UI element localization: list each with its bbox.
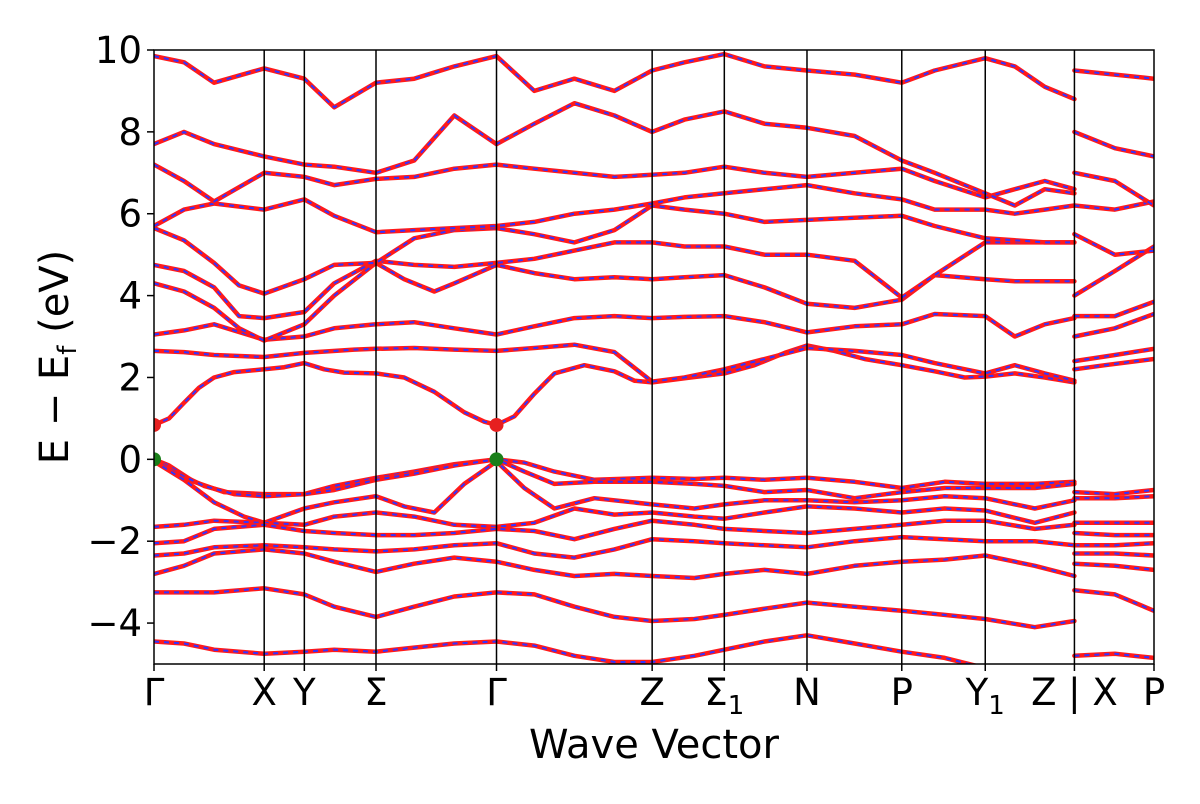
vbm-marker-3 [154, 452, 161, 467]
band-13-segment-1-dashed [154, 460, 1075, 524]
band-18-segment-1-dashed [154, 587, 1075, 629]
y-tick-label-5: 4 [118, 275, 142, 318]
x-axis-label: Wave Vector [529, 722, 780, 768]
x-tick-label-7: Σ1 [704, 671, 744, 721]
band-16-segment-1-dashed [154, 536, 1075, 559]
y-axis-label-subscript: f [53, 345, 83, 355]
band-19-segment-1-dashed [154, 634, 974, 664]
band-18-segment-2-dashed [1074, 589, 1154, 612]
band-7-segment-1-dashed [154, 184, 1075, 234]
band-edge-markers [154, 417, 504, 467]
band-19-segment-1-solid [154, 633, 979, 664]
band-10-segment-1-dashed [154, 53, 1075, 109]
x-tick-label-11: Z | X [1031, 671, 1118, 714]
band-18-segment-1-solid [154, 586, 1077, 630]
band-14-segment-1-solid [154, 504, 1077, 530]
y-axis-label-main: E − E [32, 355, 78, 465]
band-2-segment-2-dashed [1074, 347, 1154, 363]
x-tick-label-1: Γ [144, 671, 165, 714]
band-8-segment-2-solid [1072, 170, 1154, 208]
cbm-marker-2 [489, 417, 504, 432]
band-9-segment-2-solid [1072, 129, 1154, 159]
x-tick-label-12: P [1143, 671, 1165, 714]
band-17-segment-1-solid [154, 547, 1077, 581]
band-5-segment-1-solid [154, 240, 1077, 321]
band-15-segment-2-dashed [1074, 542, 1154, 547]
band-16-segment-2-dashed [1074, 552, 1154, 557]
band-17-segment-2-dashed [1074, 562, 1154, 571]
y-axis-label-unit: (eV) [32, 250, 78, 346]
band-9-segment-2-dashed [1074, 130, 1154, 158]
band-6-segment-2-dashed [1073, 233, 1154, 256]
y-tick-label-7: 8 [118, 111, 142, 154]
y-tick-label-8: 10 [95, 29, 142, 72]
y-tick-label-3: 0 [118, 438, 142, 481]
band-1-segment-1-solid [154, 343, 1077, 428]
y-tick-label-4: 2 [118, 356, 142, 399]
x-tick-label-5: Γ [486, 671, 507, 714]
band-2-segment-1-solid [154, 342, 1077, 384]
x-axis-ticks: Γ X Y Σ Γ Z Σ1 N P Y1 Z | X P [144, 664, 1165, 721]
band-5-segment-2-solid [1072, 299, 1154, 319]
band-5-segment-2-dashed [1074, 300, 1154, 318]
band-9-segment-1-solid [154, 100, 1077, 208]
band-15-segment-1-dashed [154, 519, 1075, 545]
y-tick-label-2: −2 [87, 520, 142, 563]
x-tick-label-3: Y [292, 671, 316, 714]
x-tick-label-6: Z [639, 671, 664, 714]
x-tick-label-4: Σ [364, 671, 387, 714]
band-6-segment-1-solid [154, 203, 1077, 296]
band-14-segment-2-dashed [1074, 532, 1154, 537]
vbm-marker-4 [489, 452, 504, 467]
y-tick-label-1: −4 [87, 602, 142, 645]
y-axis-ticks: −4 −2 0 2 4 6 8 10 [87, 29, 154, 645]
band-4-segment-1-dashed [154, 261, 1075, 342]
band-18-segment-2-solid [1072, 588, 1154, 614]
x-tick-label-2: X [252, 671, 277, 714]
band-4-segment-2-solid [1072, 244, 1154, 298]
x-tick-label-10: Y1 [965, 671, 1005, 721]
cbm-marker-1 [154, 417, 161, 432]
x-tick-label-8: N [793, 671, 821, 714]
band-12-segment-2-dashed [1074, 495, 1154, 500]
x-tick-label-9: P [891, 671, 913, 714]
band-8-segment-1-dashed [154, 163, 1075, 203]
band-8-segment-2-dashed [1074, 171, 1154, 207]
band-8-segment-1-solid [154, 162, 1077, 204]
y-tick-label-6: 6 [118, 193, 142, 236]
band-11-segment-2-dashed [1074, 489, 1154, 496]
band-10-segment-2-dashed [1074, 69, 1154, 80]
band-19-segment-2-dashed [1074, 652, 1154, 659]
band-1-segment-1-dashed [154, 344, 1075, 426]
band-5-segment-1-dashed [154, 241, 1075, 320]
band-1-segment-2-dashed [1074, 358, 1154, 371]
band-16-segment-1-solid [154, 534, 1077, 560]
plot-frame [153, 49, 1155, 665]
high-symmetry-lines [263, 50, 1076, 664]
band-6-segment-1-dashed [154, 204, 1075, 295]
y-axis-label: E − Ef (eV) [32, 250, 83, 465]
band-7-segment-2-dashed [1074, 200, 1154, 211]
band-14-segment-1-dashed [154, 505, 1075, 528]
bands-layer [154, 51, 1154, 664]
band-9-segment-1-dashed [154, 102, 1075, 207]
band-3-segment-2-dashed [1074, 313, 1154, 338]
band-7-segment-2-solid [1072, 199, 1154, 212]
band-10-segment-1-solid [154, 51, 1077, 110]
